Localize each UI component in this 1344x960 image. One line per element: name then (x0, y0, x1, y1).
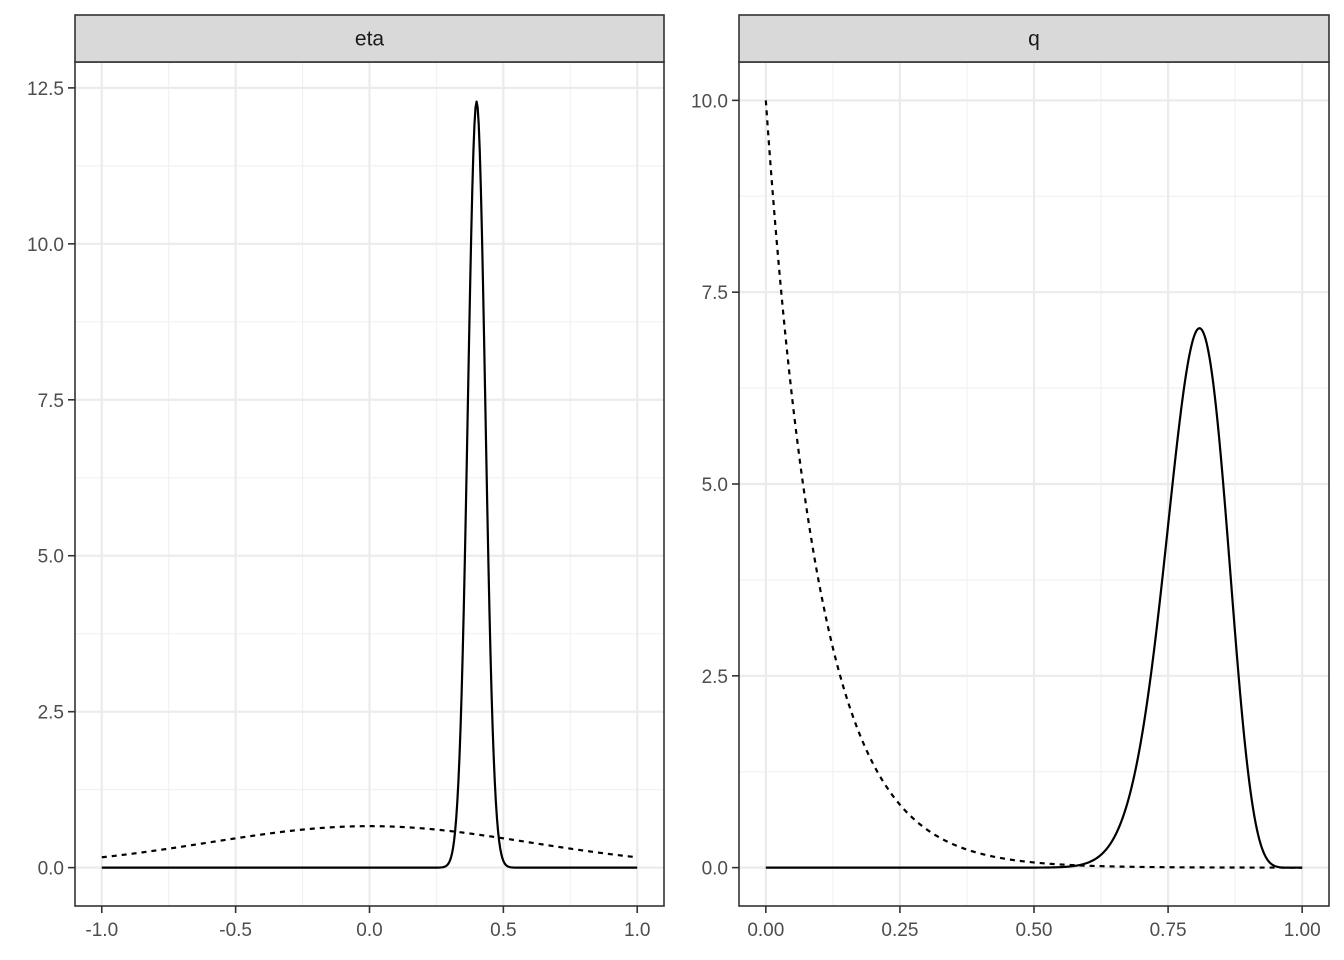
y-tick-label: 2.5 (702, 667, 728, 688)
x-tick-label: 1.00 (1284, 920, 1321, 941)
x-tick-label: 1.0 (624, 920, 650, 941)
x-tick-label: 0.00 (747, 920, 784, 941)
x-tick-label: -0.5 (219, 920, 252, 941)
y-tick-label: 0.0 (702, 859, 728, 880)
panel-q: q 0.00 0.25 0.50 0.75 1.00 0.0 2.5 5.0 7.5 10.0 (691, 14, 1330, 941)
series-line-dashed (764, 100, 1303, 869)
y-tick-label: 7.5 (702, 283, 728, 304)
panel-eta: eta -1.0 -0.5 0.0 0.5 1.0 0.0 2.5 5.0 7.5 10.0 12.5 (27, 14, 665, 941)
x-tick-label: 0.50 (1016, 920, 1053, 941)
facet-strip-label: q (1028, 28, 1040, 51)
x-tick-label: 0.25 (881, 920, 918, 941)
series-line-dashed (101, 825, 638, 859)
y-tick-label: 5.0 (702, 475, 728, 496)
x-tick-label: 0.75 (1150, 920, 1187, 941)
y-tick-label: 0.0 (38, 859, 64, 880)
facet-strip (74, 14, 665, 63)
series-line-solid (765, 327, 1303, 869)
x-tick-label: -1.0 (85, 920, 118, 941)
y-tick-label: 10.0 (691, 91, 728, 112)
y-tick-label: 2.5 (38, 703, 64, 724)
y-tick-label: 7.5 (38, 391, 64, 412)
facet-strip (738, 14, 1330, 63)
x-tick-label: 0.0 (356, 920, 382, 941)
y-tick-label: 12.5 (27, 79, 64, 100)
y-tick-label: 10.0 (27, 235, 64, 256)
series-line-solid (101, 100, 638, 869)
x-tick-label: 0.5 (490, 920, 516, 941)
facet-strip-label: eta (355, 28, 385, 51)
y-tick-label: 5.0 (38, 547, 64, 568)
